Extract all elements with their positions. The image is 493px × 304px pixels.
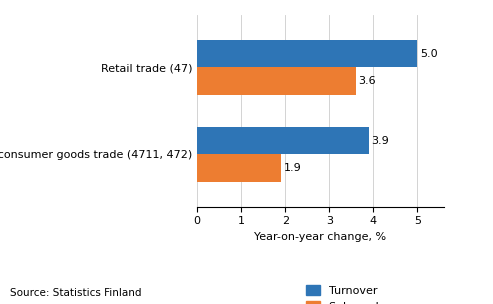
Text: 5.0: 5.0: [420, 49, 438, 58]
Bar: [197, 67, 355, 95]
Text: 3.6: 3.6: [358, 76, 376, 86]
Legend: Turnover, Sales volume: Turnover, Sales volume: [306, 285, 403, 304]
Text: Source: Statistics Finland: Source: Statistics Finland: [10, 288, 141, 298]
Text: 3.9: 3.9: [372, 136, 389, 146]
Bar: [197, 154, 281, 182]
Bar: [197, 127, 369, 154]
Text: 1.9: 1.9: [283, 164, 301, 173]
X-axis label: Year-on-year change, %: Year-on-year change, %: [254, 232, 387, 242]
Bar: [197, 40, 417, 67]
